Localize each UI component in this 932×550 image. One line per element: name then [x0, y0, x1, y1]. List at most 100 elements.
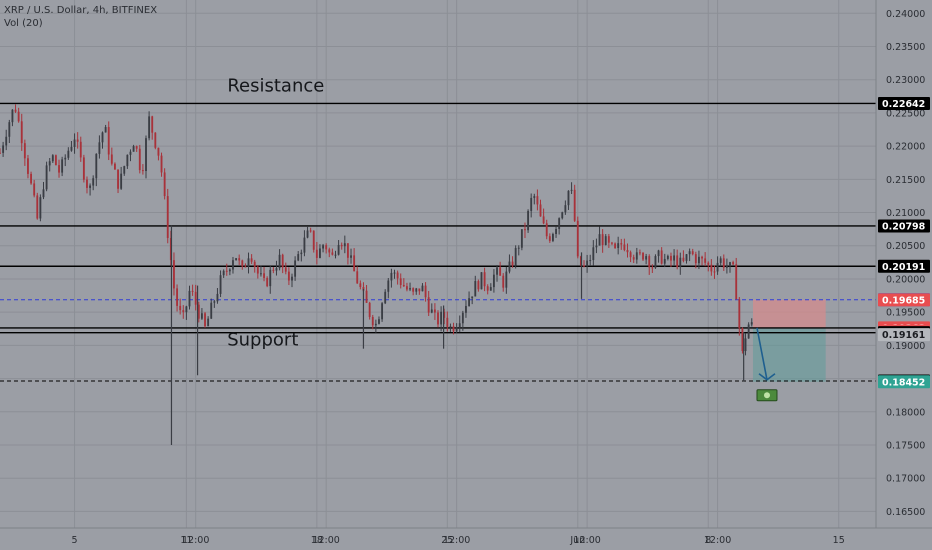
y-tick-label: 0.22000: [886, 142, 925, 153]
candle-body: [191, 290, 194, 292]
candle-body: [735, 264, 738, 300]
candle-body: [433, 309, 436, 313]
candle-body: [583, 265, 585, 267]
candle-body: [256, 266, 259, 274]
price-badge: [878, 259, 930, 273]
candle-body: [660, 250, 663, 264]
candle-body: [129, 151, 132, 155]
candle-body: [666, 255, 669, 259]
x-tick-label: 25: [441, 535, 453, 546]
candle-body: [157, 147, 160, 156]
candle-body: [228, 269, 231, 272]
candle-body: [148, 116, 151, 139]
candle-body: [651, 267, 654, 269]
candle-body: [154, 132, 157, 148]
y-tick-label: 0.16500: [886, 507, 925, 518]
candle-body: [729, 262, 731, 267]
candle-body: [710, 264, 713, 272]
candle-body: [300, 252, 303, 255]
candle-body: [213, 301, 216, 303]
candle-body: [716, 262, 719, 272]
candle-body: [477, 281, 480, 290]
projection-arrow-head: [758, 373, 776, 381]
candle-body: [291, 276, 293, 281]
candle-body: [253, 261, 256, 267]
price-axis-background: [876, 0, 932, 550]
candle-body: [266, 277, 269, 287]
candles: [0, 104, 753, 445]
candle-body: [548, 236, 551, 241]
candle-body: [294, 260, 297, 277]
candle-body: [725, 266, 728, 268]
candle-body: [241, 260, 244, 267]
stop-loss-zone: [752, 299, 826, 328]
candle-body: [337, 244, 340, 255]
candle-body: [437, 312, 439, 325]
candle-body: [145, 138, 147, 172]
candle-body: [738, 299, 741, 329]
candle-body: [160, 155, 163, 173]
candle-body: [424, 285, 427, 298]
candle-body: [359, 283, 362, 287]
candle-body: [663, 258, 666, 264]
candle-body: [45, 165, 48, 190]
candle-body: [670, 255, 672, 261]
y-tick-label: 0.17500: [886, 440, 925, 451]
candle-body: [42, 189, 45, 198]
candle-body: [505, 271, 508, 288]
candle-body: [555, 229, 557, 235]
x-tick-label: 8: [705, 535, 711, 546]
y-tick-label: 0.23500: [886, 42, 925, 53]
candle-body: [350, 255, 352, 258]
time-axis-background: [0, 528, 932, 550]
candle-body: [635, 252, 638, 260]
candle-body: [642, 252, 644, 260]
candle-body: [250, 258, 253, 262]
price-badge-label: 0.20191: [882, 262, 925, 273]
candle-body: [346, 243, 349, 258]
candle-body: [219, 275, 222, 294]
candle-body: [70, 146, 73, 151]
candle-body: [524, 229, 526, 231]
candle-body: [356, 271, 359, 284]
candle-body: [141, 170, 144, 172]
candle-body: [564, 205, 567, 213]
candle-body: [719, 258, 722, 263]
candle-body: [520, 229, 523, 248]
x-tick-label: 12:00: [443, 535, 470, 546]
candle-body: [421, 285, 424, 292]
candle-body: [741, 328, 744, 352]
y-tick-label: 0.17000: [886, 474, 925, 485]
candle-body: [694, 254, 697, 264]
candle-body: [626, 249, 629, 253]
candle-body: [197, 304, 200, 319]
candle-body: [51, 155, 54, 162]
candle-body: [107, 127, 110, 155]
y-tick-label: 0.24000: [886, 9, 925, 20]
x-tick-label: 12:00: [704, 535, 731, 546]
candle-body: [654, 256, 657, 268]
candle-body: [101, 132, 104, 143]
candle-body: [611, 242, 613, 244]
candle-body: [704, 258, 707, 263]
candle-body: [73, 139, 76, 147]
candle-body: [617, 243, 620, 248]
x-tick-label: 5: [72, 535, 78, 546]
candle-body: [126, 154, 129, 167]
price-badge-label: 0.20798: [882, 221, 926, 232]
candle-body: [117, 169, 119, 189]
y-tick-label: 0.19500: [886, 308, 925, 319]
candle-body: [297, 254, 300, 261]
candle-body: [331, 252, 334, 255]
candle-body: [362, 286, 365, 291]
candle-body: [511, 261, 514, 266]
candle-body: [20, 121, 23, 144]
candle-body: [216, 293, 219, 302]
candle-body: [533, 196, 536, 198]
candle-body: [281, 254, 284, 268]
candle-body: [750, 322, 753, 325]
candle-body: [489, 287, 492, 291]
candle-body: [328, 249, 331, 253]
candle-body: [182, 310, 185, 313]
